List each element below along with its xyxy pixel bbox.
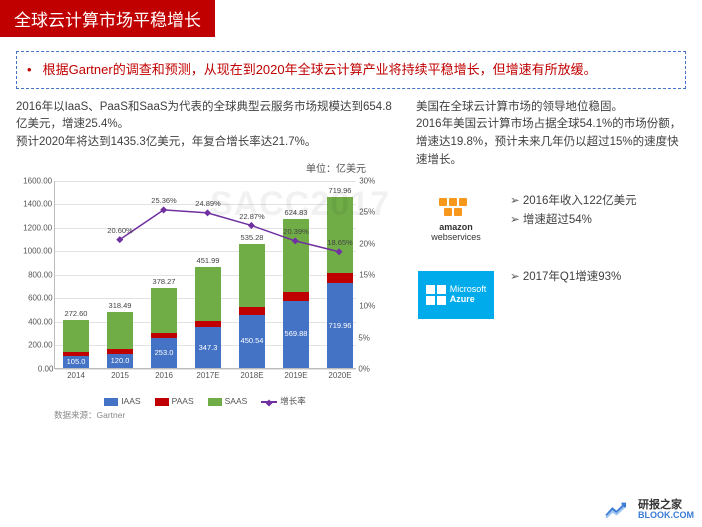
site-url: BLOOK.COM bbox=[638, 511, 694, 521]
bullet-icon: • bbox=[27, 60, 39, 80]
chart-unit: 单位：亿美元 bbox=[16, 160, 396, 175]
vendor-bullets: 2017年Q1增速93% bbox=[510, 268, 686, 288]
right-paragraph: 美国在全球云计算市场的领导地位稳固。2016年美国云计算市场占据全球54.1%的… bbox=[416, 99, 686, 170]
chart-source: 数据来源：Gartner bbox=[16, 409, 396, 421]
cloud-market-chart: 0.00200.00400.00600.00800.001000.001200.… bbox=[16, 177, 386, 407]
site-watermark: 研报之家 BLOOK.COM bbox=[604, 499, 694, 521]
left-column: 2016年以IaaS、PaaS和SaaS为代表的全球典型云服务市场规模达到654… bbox=[16, 99, 396, 421]
vendor-row: MicrosoftAzure 2017年Q1增速93% bbox=[416, 268, 686, 322]
site-logo-icon bbox=[604, 500, 632, 520]
azure-logo: MicrosoftAzure bbox=[416, 268, 496, 322]
chart-legend: IAASPAASSAAS.sw-line::after{background:#… bbox=[54, 395, 356, 407]
vendor-bullets: 2016年收入122亿美元增速超过54% bbox=[510, 192, 686, 231]
slide-title: 全球云计算市场平稳增长 bbox=[0, 0, 215, 37]
aws-logo: amazonwebservices bbox=[416, 192, 496, 246]
right-column: 美国在全球云计算市场的领导地位稳固。2016年美国云计算市场占据全球54.1%的… bbox=[416, 99, 686, 421]
callout-text: 根据Gartner的调查和预测，从现在到2020年全球云计算产业将持续平稳增长，… bbox=[43, 62, 597, 77]
left-paragraph: 2016年以IaaS、PaaS和SaaS为代表的全球典型云服务市场规模达到654… bbox=[16, 99, 396, 152]
key-callout: • 根据Gartner的调查和预测，从现在到2020年全球云计算产业将持续平稳增… bbox=[16, 51, 686, 89]
vendor-row: amazonwebservices 2016年收入122亿美元增速超过54% bbox=[416, 192, 686, 246]
